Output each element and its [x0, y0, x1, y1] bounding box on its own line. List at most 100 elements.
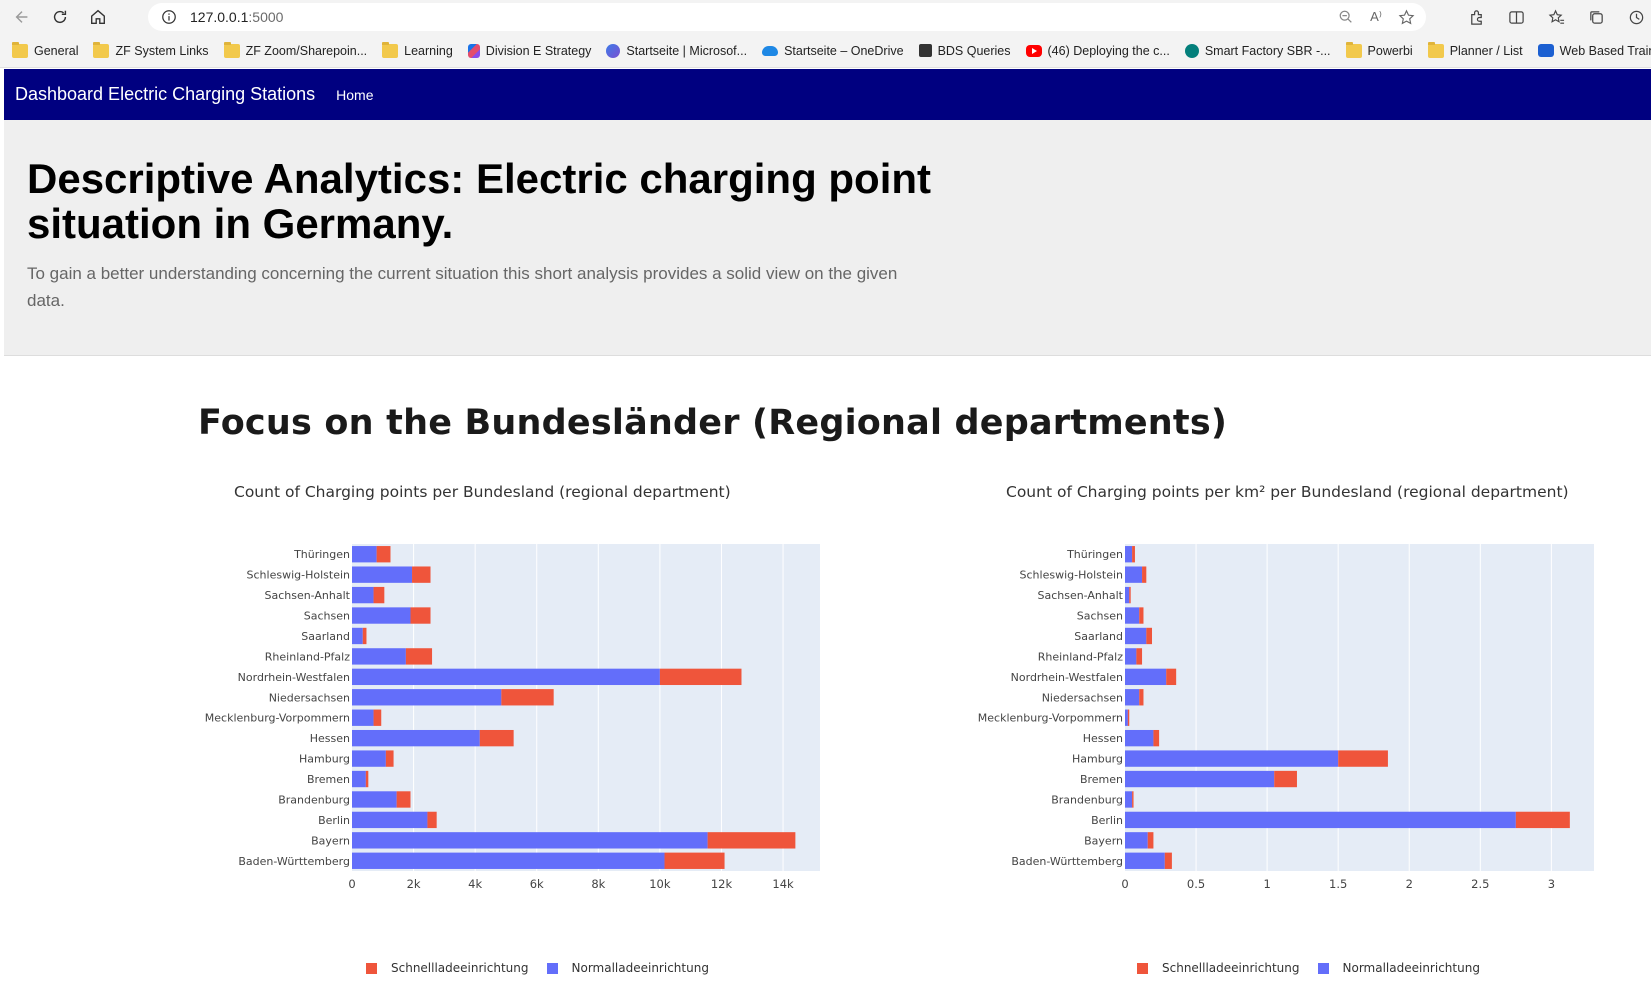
- bookmark-learning[interactable]: Learning: [382, 41, 453, 58]
- bar-saarland-schnellladeeinrichtung[interactable]: [1146, 627, 1153, 645]
- bar-nordrhein-westfalen-schnellladeeinrichtung[interactable]: [659, 668, 742, 686]
- bookmark-division-e-strategy[interactable]: Division E Strategy: [467, 43, 591, 58]
- bar-hamburg-schnellladeeinrichtung[interactable]: [1338, 750, 1388, 767]
- chart-legend[interactable]: Schnellladeeinrichtung Normalladeeinrich…: [1137, 961, 1498, 975]
- bar-schleswig-holstein-schnellladeeinrichtung[interactable]: [412, 566, 431, 583]
- address-bar[interactable]: 127.0.0.1:5000 A⁾: [148, 3, 1426, 31]
- bookmark-smart-factory[interactable]: Smart Factory SBR -...: [1184, 43, 1331, 58]
- bar-hamburg-normalladeeinrichtung[interactable]: [1125, 750, 1339, 767]
- bar-berlin-schnellladeeinrichtung[interactable]: [1515, 811, 1570, 829]
- bar-baden-wurttemberg-schnellladeeinrichtung[interactable]: [664, 852, 725, 869]
- bar-saarland-schnellladeeinrichtung[interactable]: [362, 627, 367, 645]
- bar-niedersachsen-normalladeeinrichtung[interactable]: [352, 689, 502, 706]
- bar-nordrhein-westfalen-normalladeeinrichtung[interactable]: [1125, 668, 1167, 686]
- bar-rheinland-pfalz-normalladeeinrichtung[interactable]: [352, 648, 406, 665]
- bar-bremen-normalladeeinrichtung[interactable]: [1125, 770, 1275, 788]
- zoom-icon[interactable]: [1336, 7, 1356, 27]
- bar-sachsen-anhalt-schnellladeeinrichtung[interactable]: [373, 586, 385, 604]
- bar-thuringen-schnellladeeinrichtung[interactable]: [376, 546, 391, 563]
- bar-baden-wurttemberg-normalladeeinrichtung[interactable]: [352, 852, 665, 869]
- bookmark-zf-zoom[interactable]: ZF Zoom/Sharepoin...: [223, 41, 367, 58]
- bar-berlin-normalladeeinrichtung[interactable]: [1125, 811, 1516, 829]
- bar-brandenburg-schnellladeeinrichtung[interactable]: [1132, 791, 1134, 808]
- bar-baden-wurttemberg-normalladeeinrichtung[interactable]: [1125, 852, 1165, 869]
- bar-rheinland-pfalz-normalladeeinrichtung[interactable]: [1125, 648, 1137, 665]
- bar-hessen-schnellladeeinrichtung[interactable]: [479, 729, 514, 747]
- bookmark-bds-queries[interactable]: BDS Queries: [918, 44, 1011, 58]
- navbar-brand[interactable]: Dashboard Electric Charging Stations: [15, 84, 316, 104]
- bookmark-startseite-microsoft[interactable]: Startseite | Microsof...: [606, 43, 747, 58]
- bar-brandenburg-normalladeeinrichtung[interactable]: [1125, 791, 1133, 808]
- bookmark-zf-system-links[interactable]: ZF System Links: [93, 41, 209, 58]
- bar-bremen-schnellladeeinrichtung[interactable]: [365, 770, 369, 788]
- bar-thuringen-normalladeeinrichtung[interactable]: [1125, 546, 1133, 563]
- back-icon[interactable]: [6, 3, 38, 31]
- bar-sachsen-anhalt-normalladeeinrichtung[interactable]: [352, 586, 374, 604]
- bar-brandenburg-schnellladeeinrichtung[interactable]: [396, 791, 411, 808]
- reload-icon[interactable]: [44, 3, 76, 31]
- bar-bayern-normalladeeinrichtung[interactable]: [352, 832, 708, 849]
- bar-hamburg-normalladeeinrichtung[interactable]: [352, 750, 386, 767]
- bar-rheinland-pfalz-schnellladeeinrichtung[interactable]: [405, 648, 433, 665]
- bar-nordrhein-westfalen-normalladeeinrichtung[interactable]: [352, 668, 660, 686]
- bar-mecklenburg-vorpommern-normalladeeinrichtung[interactable]: [1125, 709, 1128, 726]
- favorites-icon[interactable]: [1541, 3, 1571, 31]
- bar-schleswig-holstein-normalladeeinrichtung[interactable]: [352, 566, 413, 583]
- bar-sachsen-schnellladeeinrichtung[interactable]: [1139, 607, 1144, 624]
- bookmark-general[interactable]: General: [12, 41, 78, 58]
- chart-legend[interactable]: Schnellladeeinrichtung Normalladeeinrich…: [366, 961, 727, 975]
- bookmark-web-based-training[interactable]: Web Based Training...: [1537, 44, 1651, 58]
- bar-brandenburg-normalladeeinrichtung[interactable]: [352, 791, 397, 808]
- legend-item-schnellladeeinrichtung[interactable]: Schnellladeeinrichtung: [1137, 961, 1300, 975]
- split-screen-icon[interactable]: [1501, 3, 1531, 31]
- bar-berlin-normalladeeinrichtung[interactable]: [352, 811, 428, 829]
- bar-mecklenburg-vorpommern-schnellladeeinrichtung[interactable]: [373, 709, 382, 726]
- bar-hessen-normalladeeinrichtung[interactable]: [352, 729, 480, 747]
- bar-sachsen-schnellladeeinrichtung[interactable]: [410, 607, 431, 624]
- bar-niedersachsen-schnellladeeinrichtung[interactable]: [501, 689, 554, 706]
- bar-hessen-schnellladeeinrichtung[interactable]: [1153, 729, 1160, 747]
- bar-bremen-schnellladeeinrichtung[interactable]: [1274, 770, 1297, 788]
- legend-item-normalladeeinrichtung[interactable]: Normalladeeinrichtung: [546, 961, 709, 975]
- bar-hessen-normalladeeinrichtung[interactable]: [1125, 729, 1154, 747]
- bar-niedersachsen-normalladeeinrichtung[interactable]: [1125, 689, 1140, 706]
- bar-mecklenburg-vorpommern-schnellladeeinrichtung[interactable]: [1127, 709, 1130, 726]
- home-icon[interactable]: [82, 3, 114, 31]
- bar-berlin-schnellladeeinrichtung[interactable]: [427, 811, 437, 829]
- bar-saarland-normalladeeinrichtung[interactable]: [352, 627, 363, 645]
- bar-nordrhein-westfalen-schnellladeeinrichtung[interactable]: [1166, 668, 1177, 686]
- chart-plot[interactable]: 0 0.5 1 1.5 2 2.5 3 Thüringen Schleswig-Holstein…: [962, 470, 1651, 950]
- bar-thuringen-schnellladeeinrichtung[interactable]: [1132, 546, 1135, 563]
- read-aloud-icon[interactable]: A⁾: [1370, 9, 1382, 24]
- nav-home-link[interactable]: Home: [336, 86, 374, 103]
- bar-rheinland-pfalz-schnellladeeinrichtung[interactable]: [1136, 648, 1143, 665]
- history-icon[interactable]: [1621, 3, 1651, 31]
- extensions-icon[interactable]: [1461, 3, 1491, 31]
- legend-item-schnellladeeinrichtung[interactable]: Schnellladeeinrichtung: [366, 961, 529, 975]
- bar-hamburg-schnellladeeinrichtung[interactable]: [385, 750, 394, 767]
- bar-schleswig-holstein-schnellladeeinrichtung[interactable]: [1142, 566, 1147, 583]
- bar-thuringen-normalladeeinrichtung[interactable]: [352, 546, 377, 563]
- bar-saarland-normalladeeinrichtung[interactable]: [1125, 627, 1147, 645]
- bar-bayern-schnellladeeinrichtung[interactable]: [1147, 832, 1154, 849]
- bar-bayern-schnellladeeinrichtung[interactable]: [707, 832, 796, 849]
- collections-icon[interactable]: [1581, 3, 1611, 31]
- bar-sachsen-normalladeeinrichtung[interactable]: [1125, 607, 1140, 624]
- bar-bremen-normalladeeinrichtung[interactable]: [352, 770, 366, 788]
- bookmark-onedrive[interactable]: Startseite – OneDrive: [762, 44, 904, 58]
- bar-bayern-normalladeeinrichtung[interactable]: [1125, 832, 1148, 849]
- bar-sachsen-normalladeeinrichtung[interactable]: [352, 607, 411, 624]
- bar-sachsen-anhalt-schnellladeeinrichtung[interactable]: [1129, 586, 1131, 604]
- url-text[interactable]: 127.0.0.1:5000: [190, 9, 284, 25]
- bookmark-youtube[interactable]: (46) Deploying the c...: [1025, 44, 1170, 58]
- favorite-star-icon[interactable]: [1396, 7, 1416, 27]
- info-icon[interactable]: [160, 8, 178, 26]
- bookmark-powerbi[interactable]: Powerbi: [1345, 41, 1413, 58]
- bar-schleswig-holstein-normalladeeinrichtung[interactable]: [1125, 566, 1143, 583]
- bookmark-planner-list[interactable]: Planner / List: [1427, 41, 1523, 58]
- bar-mecklenburg-vorpommern-normalladeeinrichtung[interactable]: [352, 709, 374, 726]
- bar-sachsen-anhalt-normalladeeinrichtung[interactable]: [1125, 586, 1130, 604]
- bar-niedersachsen-schnellladeeinrichtung[interactable]: [1139, 689, 1144, 706]
- legend-item-normalladeeinrichtung[interactable]: Normalladeeinrichtung: [1317, 961, 1480, 975]
- chart-plot[interactable]: 0 2k 4k 6k 8k 10k 12k 14k Thüringen Schleswig-Hol…: [190, 470, 910, 950]
